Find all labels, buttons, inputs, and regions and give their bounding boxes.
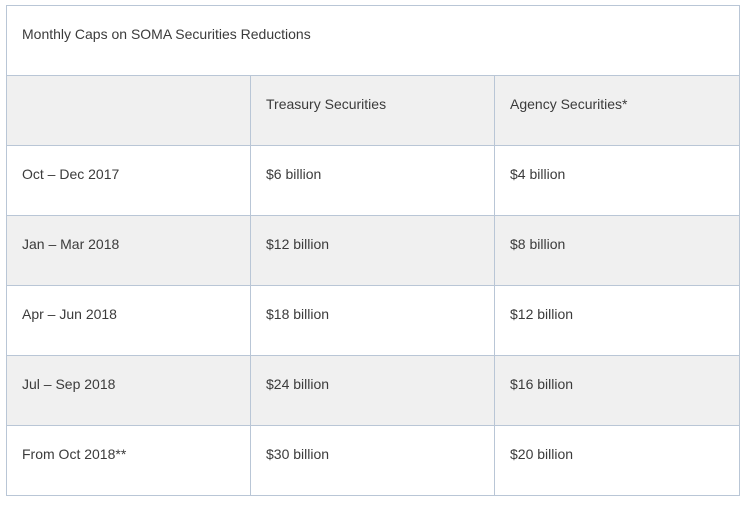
period-cell: Jan – Mar 2018 bbox=[6, 215, 251, 286]
table-container: Monthly Caps on SOMA Securities Reductio… bbox=[5, 5, 747, 496]
table-row: Jul – Sep 2018 $24 billion $16 billion bbox=[6, 355, 741, 426]
agency-cap-cell: $8 billion bbox=[493, 215, 741, 286]
treasury-cap-cell: $18 billion bbox=[250, 285, 495, 356]
header-row: Treasury Securities Agency Securities* bbox=[6, 75, 741, 146]
treasury-cap-cell: $6 billion bbox=[250, 145, 495, 216]
period-cell: Oct – Dec 2017 bbox=[6, 145, 251, 216]
agency-cap-cell: $20 billion bbox=[493, 425, 741, 496]
header-cell-agency: Agency Securities* bbox=[493, 75, 741, 146]
caption-row: Monthly Caps on SOMA Securities Reductio… bbox=[5, 5, 741, 76]
table-caption: Monthly Caps on SOMA Securities Reductio… bbox=[5, 5, 741, 76]
period-cell: Apr – Jun 2018 bbox=[6, 285, 251, 356]
agency-cap-cell: $16 billion bbox=[493, 355, 741, 426]
table-row: Jan – Mar 2018 $12 billion $8 billion bbox=[6, 215, 741, 286]
treasury-cap-cell: $30 billion bbox=[250, 425, 495, 496]
period-cell: Jul – Sep 2018 bbox=[6, 355, 251, 426]
header-cell-period bbox=[6, 75, 251, 146]
soma-caps-table: Monthly Caps on SOMA Securities Reductio… bbox=[5, 5, 741, 496]
table-row: Oct – Dec 2017 $6 billion $4 billion bbox=[6, 145, 741, 216]
period-cell: From Oct 2018** bbox=[6, 425, 251, 496]
header-cell-treasury: Treasury Securities bbox=[250, 75, 495, 146]
table-row: Apr – Jun 2018 $18 billion $12 billion bbox=[6, 285, 741, 356]
agency-cap-cell: $4 billion bbox=[493, 145, 741, 216]
treasury-cap-cell: $24 billion bbox=[250, 355, 495, 426]
table-row: From Oct 2018** $30 billion $20 billion bbox=[6, 425, 741, 496]
agency-cap-cell: $12 billion bbox=[493, 285, 741, 356]
treasury-cap-cell: $12 billion bbox=[250, 215, 495, 286]
